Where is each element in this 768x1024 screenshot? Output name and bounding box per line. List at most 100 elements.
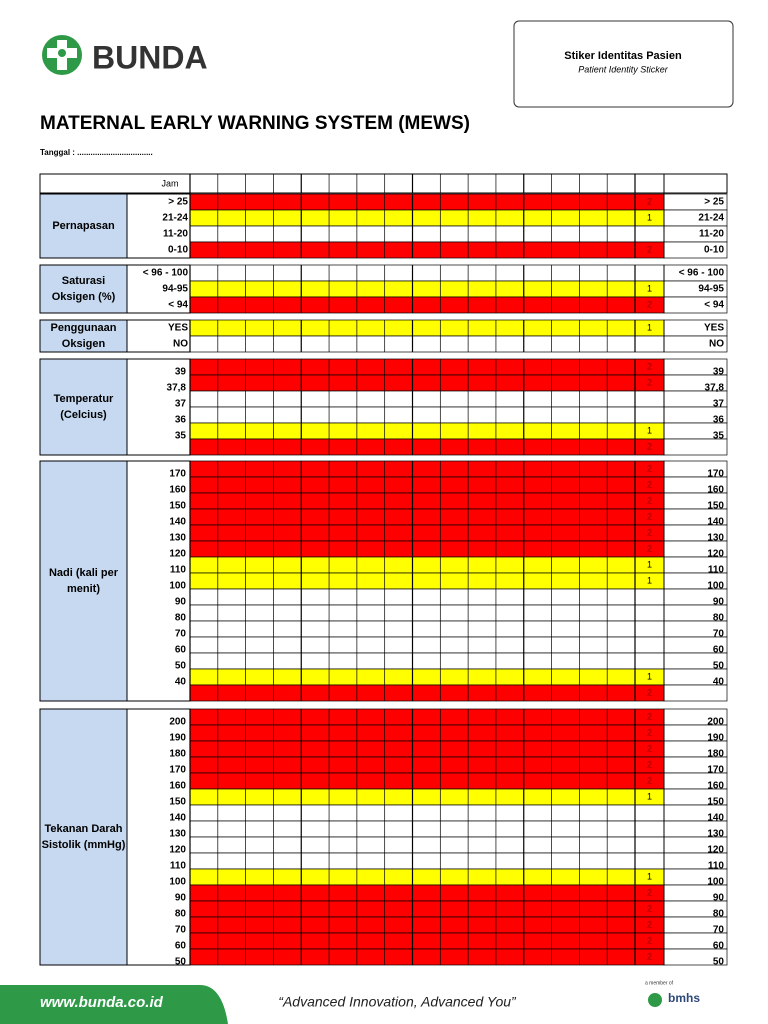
- scale-label: 190: [169, 733, 186, 744]
- section-name: Nadi (kali per menit): [48, 567, 119, 595]
- section-name: Temperatur (Celcius): [53, 393, 114, 421]
- scale-label-right: 160: [707, 781, 724, 792]
- score: 1: [647, 575, 652, 585]
- scale-label: 130: [169, 533, 186, 544]
- row-label-right: < 96 - 100: [679, 268, 725, 279]
- row-fill: [189, 636, 665, 654]
- member-brand: bmhs: [668, 991, 700, 1005]
- scale-label: 140: [169, 517, 186, 528]
- scale-label: 39: [175, 367, 187, 378]
- label-cell: [126, 264, 191, 314]
- score: 2: [647, 887, 652, 897]
- section-name-box: Nadi (kali per menit): [48, 567, 119, 595]
- row-fill: [189, 868, 665, 886]
- scale-label: 100: [169, 581, 186, 592]
- row-fill: [189, 438, 665, 456]
- scale-label-right: 110: [708, 565, 725, 576]
- row-fill: [189, 836, 665, 854]
- header-row: [39, 173, 728, 194]
- scale-label-right: 35: [713, 431, 725, 442]
- row-label-right: 21-24: [698, 213, 724, 224]
- scale-label: 70: [175, 629, 187, 640]
- scale-label-right: 60: [713, 645, 725, 656]
- scale-label: 160: [169, 781, 186, 792]
- score: 1: [647, 791, 652, 801]
- row-fill: [189, 604, 665, 622]
- row-fill: [189, 756, 665, 774]
- scale-label-right: 100: [707, 877, 724, 888]
- scale-label: 70: [175, 925, 187, 936]
- row-label: 11-20: [163, 229, 188, 240]
- row-fill: [189, 820, 665, 838]
- row-fill: [189, 652, 665, 670]
- row-fill: [189, 948, 665, 966]
- score: 2: [647, 743, 652, 753]
- section-name-cell: [39, 193, 128, 259]
- label-cell: [126, 319, 191, 353]
- scale-label-right: 130: [707, 533, 724, 544]
- row-fill: [189, 788, 665, 806]
- row-fill: [189, 684, 665, 702]
- scale-label-right: 36: [713, 415, 725, 426]
- row-fill: [189, 319, 665, 337]
- section-name-box: Penggunaan Oksigen: [50, 322, 116, 350]
- score: 2: [647, 687, 652, 697]
- row-fill: [189, 724, 665, 742]
- scale-label: 80: [175, 613, 187, 624]
- row-fill: [189, 406, 665, 424]
- scale-label-right: 37: [713, 399, 725, 410]
- row-label: < 96 - 100: [143, 268, 189, 279]
- row-fill: [189, 422, 665, 440]
- sticker-box: [513, 20, 734, 108]
- score: 1: [647, 283, 652, 293]
- row-fill: [189, 241, 665, 259]
- score: 2: [647, 935, 652, 945]
- row-fill: [189, 588, 665, 606]
- row-fill: [189, 193, 665, 211]
- row-fill: [189, 572, 665, 590]
- section-name: Saturasi Oksigen (%): [51, 275, 116, 303]
- sticker-subtitle: Patient Identity Sticker: [578, 64, 669, 74]
- scale-label-right: 80: [713, 909, 725, 920]
- row-fill: [189, 492, 665, 510]
- row-fill: [189, 296, 665, 314]
- score: 2: [647, 511, 652, 521]
- row-fill: [189, 852, 665, 870]
- score: 1: [647, 212, 652, 222]
- scale-label: 50: [175, 661, 187, 672]
- row-label-right: 11-20: [699, 229, 724, 240]
- row-fill: [189, 620, 665, 638]
- row-label: YES: [168, 323, 188, 334]
- scale-label: 35: [175, 431, 187, 442]
- scale-label-right: 90: [713, 893, 725, 904]
- row-fill: [189, 264, 665, 282]
- logo: [42, 35, 82, 75]
- scale-label-right: 37,8: [705, 383, 725, 394]
- score: 2: [647, 361, 652, 371]
- scale-label: 170: [169, 469, 186, 480]
- score: 2: [647, 527, 652, 537]
- scale-label-right: 150: [707, 797, 724, 808]
- label-cell: [126, 358, 191, 456]
- scale-label-right: 40: [713, 677, 725, 688]
- row-fill: [189, 932, 665, 950]
- scale-label-right: 39: [713, 367, 725, 378]
- row-label-right: 0-10: [704, 245, 724, 256]
- scale-label-right: 110: [708, 861, 725, 872]
- scale-label: 140: [169, 813, 186, 824]
- row-fill: [189, 280, 665, 298]
- scale-label: 200: [169, 717, 186, 728]
- score: 2: [647, 377, 652, 387]
- row-label: > 25: [168, 197, 188, 208]
- section-name-cell: [39, 708, 128, 966]
- section-name-box: Temperatur (Celcius): [53, 393, 114, 421]
- score: 1: [647, 671, 652, 681]
- score: 2: [647, 244, 652, 254]
- scale-label: 40: [175, 677, 187, 688]
- row-fill: [189, 524, 665, 542]
- score: 2: [647, 903, 652, 913]
- title: MATERNAL EARLY WARNING SYSTEM (MEWS): [40, 113, 470, 134]
